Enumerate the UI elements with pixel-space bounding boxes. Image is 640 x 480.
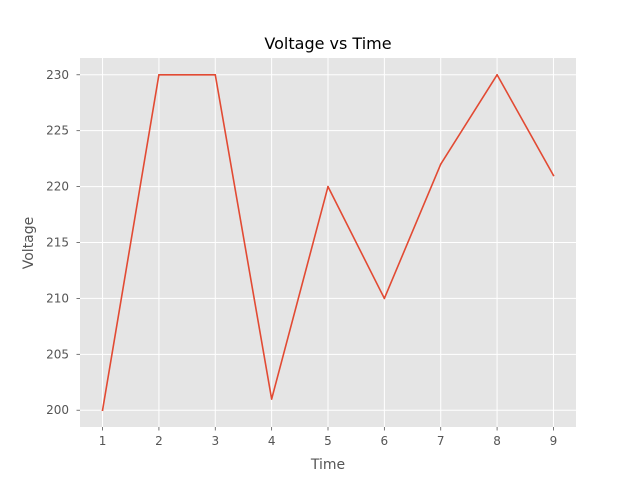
series-layer xyxy=(101,73,555,412)
data-point xyxy=(327,185,329,188)
y-tick-label: 215 xyxy=(46,236,69,250)
y-tick-label: 210 xyxy=(46,291,69,305)
x-tick-label: 5 xyxy=(324,434,332,448)
data-point xyxy=(552,174,555,177)
x-tick-label: 4 xyxy=(268,434,276,448)
y-tick-label: 225 xyxy=(46,124,69,138)
data-point xyxy=(383,297,386,300)
data-point xyxy=(439,163,442,166)
data-point xyxy=(101,409,104,412)
y-tick-label: 200 xyxy=(46,403,69,417)
chart-title: Voltage vs Time xyxy=(264,34,391,53)
x-axis-label: Time xyxy=(310,457,345,473)
x-tick-label: 1 xyxy=(99,434,107,448)
y-tick-label: 230 xyxy=(46,68,69,82)
data-point xyxy=(496,73,498,76)
data-point xyxy=(158,73,160,76)
data-point xyxy=(214,73,217,76)
y-axis: 200 205 210 215 220 225 230 xyxy=(46,68,80,417)
x-tick-label: 6 xyxy=(381,434,389,448)
x-tick-label: 8 xyxy=(493,434,501,448)
x-tick-label: 9 xyxy=(550,434,558,448)
x-tick-label: 7 xyxy=(437,434,445,448)
y-axis-label: Voltage xyxy=(21,217,37,270)
x-tick-label: 3 xyxy=(211,434,219,448)
x-tick-label: 2 xyxy=(155,434,163,448)
data-point xyxy=(270,398,273,400)
y-tick-label: 205 xyxy=(46,347,69,361)
y-tick-label: 220 xyxy=(46,180,69,194)
x-axis: 1 2 3 4 5 6 7 8 9 xyxy=(99,427,558,448)
